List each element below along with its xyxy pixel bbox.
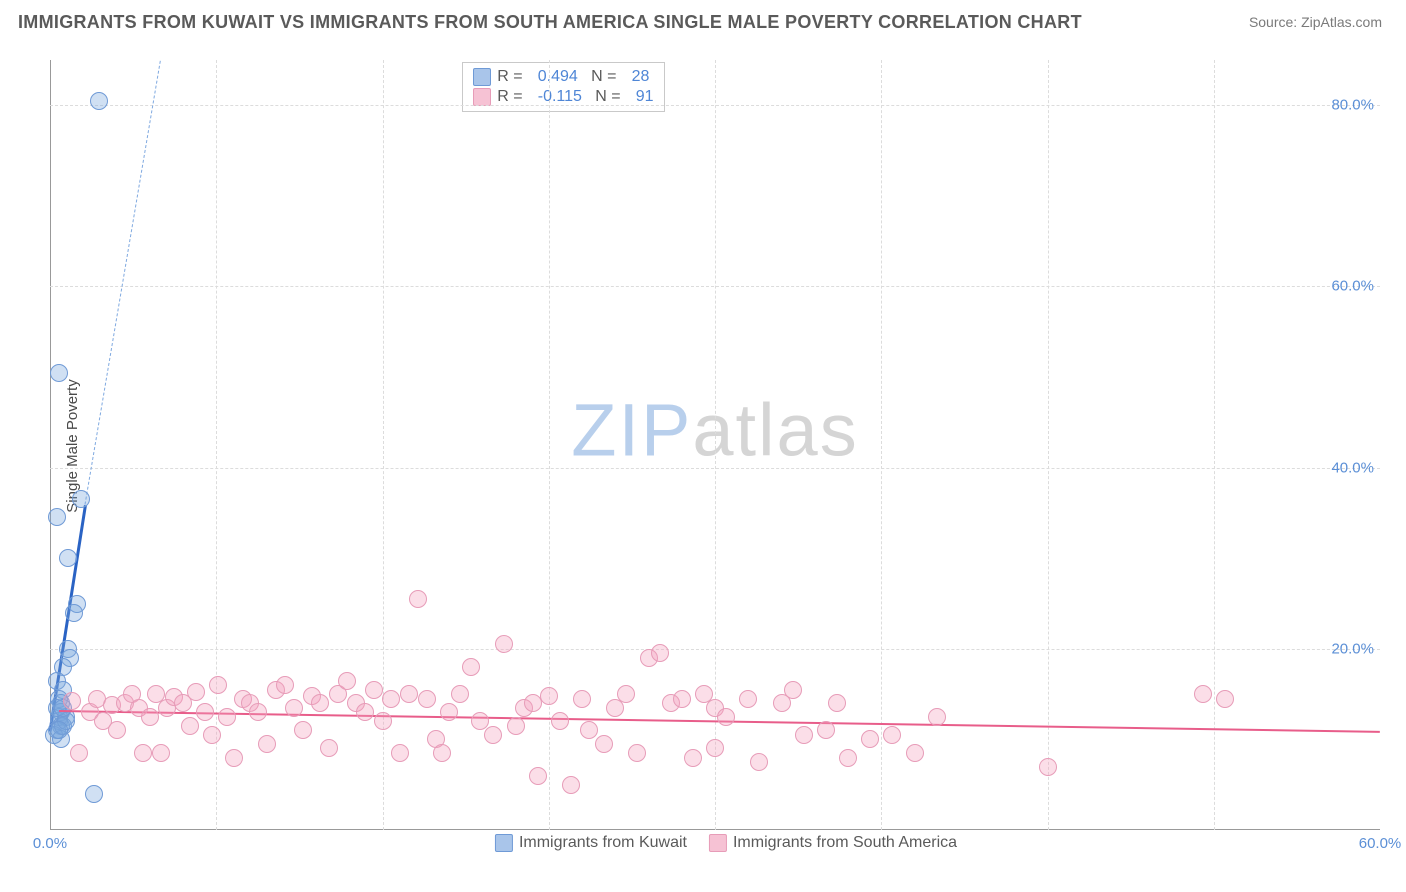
data-point <box>484 726 502 744</box>
data-point <box>108 721 126 739</box>
data-point <box>48 508 66 526</box>
data-point <box>72 490 90 508</box>
data-point <box>1194 685 1212 703</box>
data-point <box>285 699 303 717</box>
data-point <box>628 744 646 762</box>
data-point <box>861 730 879 748</box>
data-point <box>196 703 214 721</box>
data-point <box>258 735 276 753</box>
series-legend: Immigrants from Kuwait Immigrants from So… <box>473 834 957 852</box>
data-point <box>400 685 418 703</box>
data-point <box>433 744 451 762</box>
data-point <box>418 690 436 708</box>
data-point <box>1216 690 1234 708</box>
data-point <box>580 721 598 739</box>
data-point <box>203 726 221 744</box>
data-point <box>134 744 152 762</box>
data-point <box>63 692 81 710</box>
trend-line <box>85 60 161 504</box>
data-point <box>152 744 170 762</box>
y-tick-label: 40.0% <box>1331 459 1374 476</box>
data-point <box>50 364 68 382</box>
data-point <box>311 694 329 712</box>
data-point <box>374 712 392 730</box>
data-point <box>276 676 294 694</box>
legend-label: Immigrants from Kuwait <box>519 834 687 851</box>
gridline-v <box>1048 60 1049 830</box>
data-point <box>617 685 635 703</box>
data-point <box>795 726 813 744</box>
data-point <box>440 703 458 721</box>
data-point <box>391 744 409 762</box>
legend-label: Immigrants from South America <box>733 834 957 851</box>
scatter-plot-area: ZIPatlas R = 0.494 N = 28R = -0.115 N = … <box>50 60 1380 830</box>
data-point <box>540 687 558 705</box>
gridline-v <box>881 60 882 830</box>
data-point <box>181 717 199 735</box>
watermark-atlas: atlas <box>692 388 858 471</box>
data-point <box>817 721 835 739</box>
data-point <box>50 721 68 739</box>
x-tick-label: 60.0% <box>1359 835 1402 852</box>
y-tick-label: 60.0% <box>1331 278 1374 295</box>
data-point <box>85 785 103 803</box>
data-point <box>673 690 691 708</box>
legend-swatch <box>495 834 513 852</box>
x-tick-label: 0.0% <box>33 835 67 852</box>
y-tick-label: 80.0% <box>1331 97 1374 114</box>
data-point <box>562 776 580 794</box>
data-point <box>141 708 159 726</box>
data-point <box>717 708 735 726</box>
data-point <box>595 735 613 753</box>
data-point <box>1039 758 1057 776</box>
data-point <box>684 749 702 767</box>
chart-title: IMMIGRANTS FROM KUWAIT VS IMMIGRANTS FRO… <box>18 12 1082 33</box>
data-point <box>750 753 768 771</box>
data-point <box>651 644 669 662</box>
data-point <box>551 712 569 730</box>
data-point <box>784 681 802 699</box>
data-point <box>828 694 846 712</box>
data-point <box>451 685 469 703</box>
data-point <box>187 683 205 701</box>
data-point <box>320 739 338 757</box>
data-point <box>225 749 243 767</box>
data-point <box>495 635 513 653</box>
data-point <box>928 708 946 726</box>
data-point <box>338 672 356 690</box>
data-point <box>529 767 547 785</box>
data-point <box>218 708 236 726</box>
data-point <box>739 690 757 708</box>
data-point <box>70 744 88 762</box>
data-point <box>409 590 427 608</box>
data-point <box>839 749 857 767</box>
data-point <box>573 690 591 708</box>
gridline-v <box>1214 60 1215 830</box>
data-point <box>906 744 924 762</box>
data-point <box>706 739 724 757</box>
gridline-v <box>549 60 550 830</box>
data-point <box>356 703 374 721</box>
data-point <box>90 92 108 110</box>
data-point <box>462 658 480 676</box>
legend-swatch <box>709 834 727 852</box>
data-point <box>59 549 77 567</box>
data-point <box>883 726 901 744</box>
data-point <box>209 676 227 694</box>
data-point <box>249 703 267 721</box>
watermark-zip: ZIP <box>571 388 692 471</box>
stats-legend-row: R = 0.494 N = 28 <box>473 67 653 87</box>
data-point <box>294 721 312 739</box>
data-point <box>382 690 400 708</box>
data-point <box>507 717 525 735</box>
data-point <box>365 681 383 699</box>
source-label: Source: ZipAtlas.com <box>1249 14 1382 30</box>
y-tick-label: 20.0% <box>1331 640 1374 657</box>
data-point <box>65 604 83 622</box>
